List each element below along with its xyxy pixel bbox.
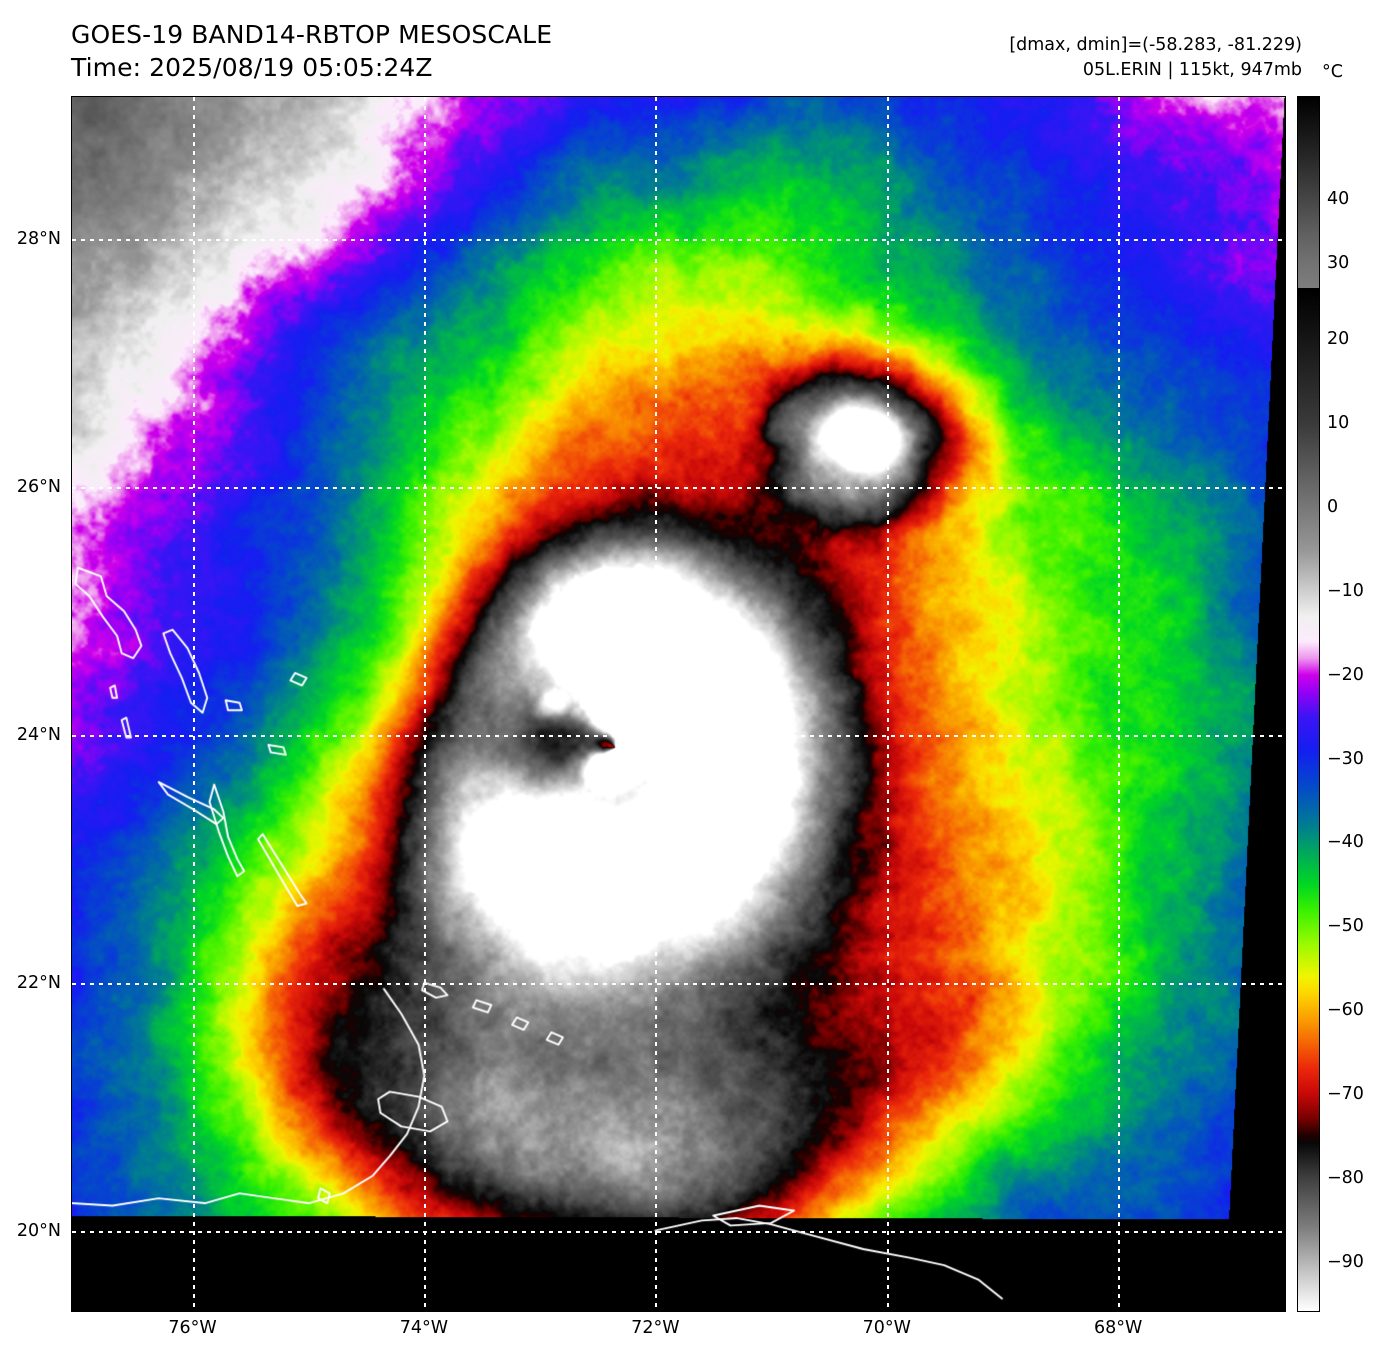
colorbar-tick-label: 40 — [1327, 188, 1350, 209]
colorbar-tick-label: −40 — [1327, 832, 1364, 853]
colorbar-tick-label: −30 — [1327, 748, 1364, 769]
colorbar-tick-label: −20 — [1327, 664, 1364, 685]
header-title-block: GOES-19 BAND14-RBTOP MESOSCALE Time: 202… — [71, 18, 552, 84]
colorbar-warm-segment — [1297, 96, 1320, 289]
lat-tick-label: 20°N — [16, 1221, 61, 1242]
page-title: GOES-19 BAND14-RBTOP MESOSCALE — [71, 20, 553, 49]
lon-tick-label: 68°W — [1094, 1318, 1143, 1338]
dminmax-label: [dmax, dmin]=(-58.283, -81.229) — [1009, 35, 1302, 55]
lon-tick-label: 70°W — [862, 1318, 911, 1338]
lon-tick-label: 76°W — [168, 1318, 217, 1338]
metadata-block: [dmax, dmin]=(-58.283, -81.229) 05L.ERIN… — [1009, 33, 1302, 83]
colorbar-main-segment — [1297, 289, 1320, 1312]
lat-tick-label: 26°N — [16, 476, 61, 497]
colorbar[interactable] — [1297, 96, 1320, 1312]
satellite-ir-raster — [72, 97, 1285, 1311]
colorbar-unit-label: °C — [1322, 62, 1343, 82]
colorbar-tick-label: 30 — [1327, 253, 1350, 274]
colorbar-tick-label: −70 — [1327, 1083, 1364, 1104]
lat-tick-label: 28°N — [16, 228, 61, 249]
lat-tick-label: 24°N — [16, 725, 61, 746]
colorbar-tick-label: 0 — [1327, 497, 1339, 518]
storm-info-label: 05L.ERIN | 115kt, 947mb — [1082, 60, 1302, 80]
lat-tick-label: 22°N — [16, 973, 61, 994]
colorbar-tick-label: 20 — [1327, 329, 1350, 350]
colorbar-tick-label: −80 — [1327, 1167, 1364, 1188]
colorbar-tick-label: 10 — [1327, 413, 1350, 434]
lon-tick-label: 72°W — [631, 1318, 680, 1338]
lon-tick-label: 74°W — [399, 1318, 449, 1338]
timestamp-label: Time: 2025/08/19 05:05:24Z — [71, 53, 433, 82]
satellite-image-plot[interactable]: Copyright © 2020-2025 Dapiya — [71, 96, 1286, 1312]
colorbar-tick-label: −10 — [1327, 580, 1364, 601]
colorbar-tick-label: −60 — [1327, 1000, 1364, 1021]
colorbar-tick-label: −50 — [1327, 916, 1364, 937]
colorbar-tick-label: −90 — [1327, 1251, 1364, 1272]
